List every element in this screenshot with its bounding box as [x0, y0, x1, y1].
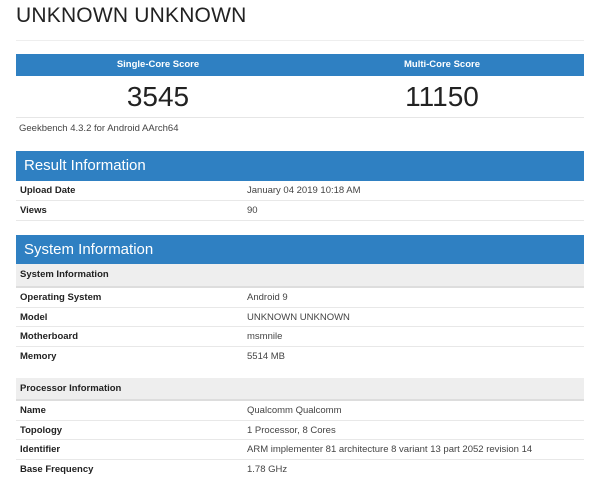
row-value: UNKNOWN UNKNOWN [247, 311, 350, 323]
row-value: ARM implementer 81 architecture 8 varian… [247, 444, 533, 455]
row-value: 5514 MB [247, 350, 286, 362]
multi-core-label: Multi-Core Score [403, 59, 480, 70]
score-values: 3545 11150 [16, 76, 584, 118]
table-row: Motherboard msmnile [16, 327, 584, 347]
table-row: Base Frequency 1.78 GHz [16, 460, 584, 480]
row-value: msmnile [247, 331, 283, 342]
row-label: Views [20, 205, 47, 216]
row-label: Model [20, 311, 48, 323]
single-core-label: Single-Core Score [116, 59, 200, 70]
row-label: Motherboard [20, 331, 79, 342]
row-value: 1 Processor, 8 Cores [247, 424, 336, 436]
row-value: 90 [247, 205, 258, 216]
table-row: Views 90 [16, 201, 584, 221]
row-value: Qualcomm Qualcomm [247, 405, 342, 416]
row-label: Base Frequency [20, 463, 94, 475]
score-header: Single-Core Score Multi-Core Score [16, 54, 584, 76]
table-row: Model UNKNOWN UNKNOWN [16, 308, 584, 327]
table-row: Identifier ARM implementer 81 architectur… [16, 440, 584, 460]
row-label: Operating System [20, 292, 102, 303]
system-subheader: System Information [16, 264, 584, 288]
processor-subheader: Processor Information [16, 378, 584, 401]
table-row: Operating System Android 9 [16, 288, 584, 308]
multi-core-score: 11150 [405, 81, 479, 112]
row-label: Identifier [20, 444, 61, 455]
table-row: Topology 1 Processor, 8 Cores [16, 421, 584, 440]
row-label: Memory [20, 350, 57, 362]
table-row: Memory 5514 MB [16, 347, 584, 367]
table-row: Upload Date January 04 2019 10:18 AM [16, 181, 584, 201]
system-info-header: System Information [16, 235, 584, 264]
row-label: Topology [20, 424, 63, 436]
page-title: UNKNOWN UNKNOWN [16, 4, 247, 27]
result-info-header: Result Information [16, 151, 584, 181]
single-core-score: 3545 [126, 81, 190, 112]
row-label: Name [20, 405, 46, 416]
version-text: Geekbench 4.3.2 for Android AArch64 [19, 123, 179, 134]
row-label: Upload Date [20, 185, 76, 196]
row-value: Android 9 [247, 292, 288, 303]
table-row: Name Qualcomm Qualcomm [16, 401, 584, 421]
row-value: 1.78 GHz [247, 463, 288, 475]
row-value: January 04 2019 10:18 AM [247, 185, 361, 196]
divider [16, 40, 584, 41]
